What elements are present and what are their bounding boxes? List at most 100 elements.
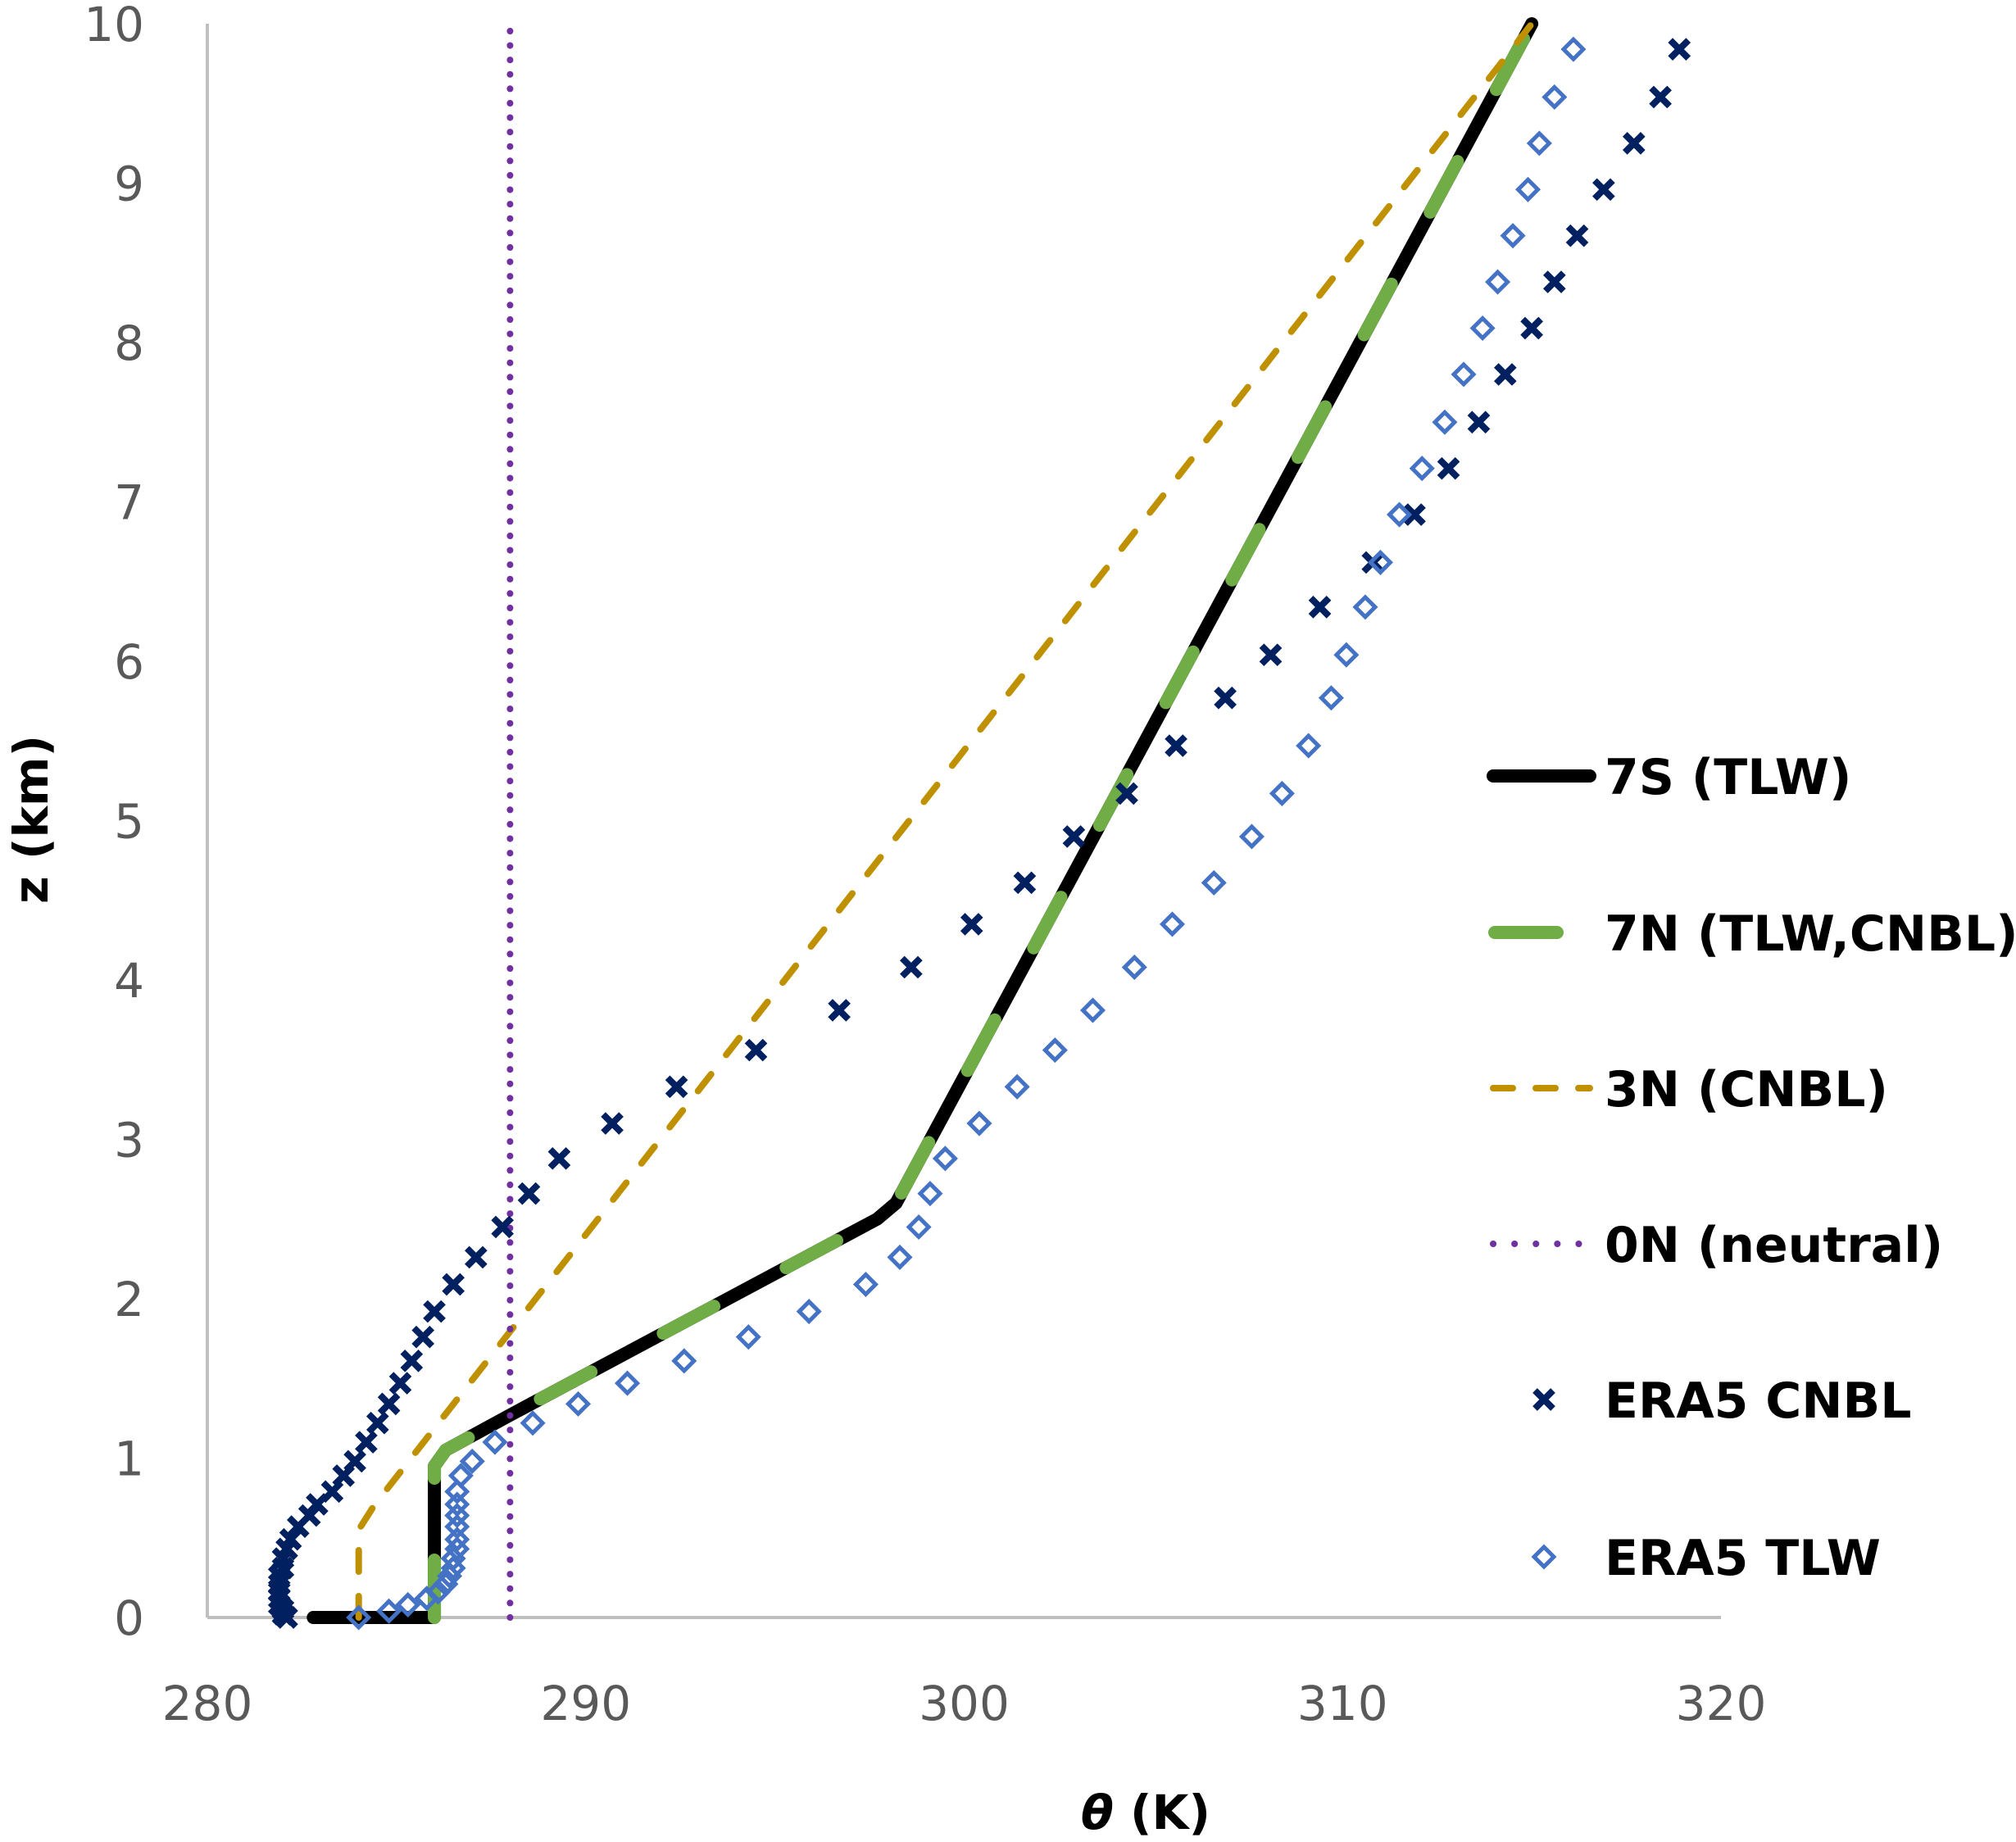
data-point [444,1536,470,1562]
legend-label: 3N (CNBL) [1605,1061,1888,1118]
data-point [1269,780,1295,806]
data-point [275,1606,298,1629]
legend-item-7n-tlw-cnbl: 7N (TLW,CNBL) [1488,905,2016,963]
x-tick-label: 290 [540,1676,631,1731]
data-point [444,1502,470,1529]
data-point [1296,733,1322,759]
data-point [400,1350,424,1372]
data-point [517,1182,541,1205]
data-point [436,1563,463,1589]
data-point [1062,825,1086,848]
data-point [1259,643,1283,667]
y-tick-label: 10 [84,0,144,52]
x-tick-label: 300 [919,1676,1010,1731]
data-point [828,999,851,1022]
data-point [377,1392,401,1416]
legend-item-era5-cnbl: ERA5 CNBL [1532,1372,1911,1430]
data-point [346,1604,372,1631]
data-point [665,1075,688,1099]
x-axis-title-unit: (K) [1114,1785,1210,1840]
series-layer [267,17,1691,1631]
data-point [1432,409,1458,435]
data-point [852,1271,879,1298]
data-point [444,1478,470,1504]
legend-label: ERA5 CNBL [1605,1372,1911,1430]
y-tick-label: 4 [114,953,144,1009]
data-point [547,1147,571,1170]
data-point [366,1411,389,1435]
data-point [671,1348,697,1374]
data-point [917,1181,943,1207]
x-tick-labels: 280 290 300 310 320 [162,1676,1767,1731]
y-tick-label: 9 [114,157,144,212]
data-point [520,1410,546,1436]
series-line [355,20,1536,1621]
data-point [465,1245,488,1269]
data-point [960,913,983,936]
data-point [1526,130,1552,157]
x-tick-label: 320 [1676,1676,1767,1731]
data-point [1437,456,1460,480]
data-point [1514,176,1542,202]
data-point [932,1146,958,1172]
legend-item-era5-tlw: ERA5 TLW [1531,1530,1881,1587]
y-tick-label: 6 [114,634,144,690]
data-point [1403,503,1426,526]
series-7n-tlw-cnbl [428,17,1539,1624]
data-point [1159,911,1185,937]
data-point [1560,36,1587,62]
legend-item-3n-cnbl: 3N (CNBL) [1490,1061,1888,1118]
data-point [796,1299,822,1325]
data-point [411,1325,435,1349]
data-point [966,1110,992,1137]
data-point [1520,316,1543,340]
data-point [1386,501,1413,528]
data-point [286,1515,310,1538]
data-point [1115,782,1138,805]
series-line [306,17,1539,1624]
data-point [1165,734,1187,757]
data-point [1004,1073,1030,1100]
series-era5-tlw [346,36,1587,1631]
data-point [615,1370,641,1396]
data-point [1668,38,1691,61]
data-point [1079,997,1106,1023]
legend-swatch [1531,1544,1557,1570]
legend: 7S (TLW) 7N (TLW,CNBL) 3N (CNBL) 0N (neutra… [1487,749,2016,1587]
data-point [1592,178,1615,202]
data-point [388,1372,412,1395]
legend-label: 0N (neutral) [1605,1217,1943,1274]
x-axis-title: θ (K) [1081,1785,1210,1840]
data-point [442,1273,465,1296]
y-tick-label: 7 [114,475,144,531]
data-point [906,1214,932,1241]
data-point [459,1448,485,1474]
y-tick-label: 0 [114,1590,144,1646]
data-point [423,1300,446,1323]
data-point [376,1598,402,1624]
series-3n-cnbl [355,20,1536,1621]
y-tick-label: 8 [114,315,144,371]
data-point [1333,642,1360,668]
data-point [444,1527,470,1553]
data-point [395,1591,421,1617]
legend-label: 7N (TLW,CNBL) [1605,905,2016,963]
y-tick-label: 3 [114,1113,144,1168]
data-point [1352,594,1378,620]
y-tick-label: 1 [114,1431,144,1487]
data-point [887,1244,913,1270]
data-point [1565,224,1589,247]
data-point [744,1038,768,1062]
legend-item-7s-tlw: 7S (TLW) [1487,749,1851,806]
series-7s-tlw [306,17,1539,1624]
data-point [601,1112,624,1135]
data-point [1542,84,1568,111]
data-point [1469,315,1496,342]
data-point [1308,596,1332,619]
data-point [1493,363,1517,386]
data-point [735,1324,761,1350]
y-tick-label: 5 [114,794,144,850]
data-point [491,1215,514,1239]
data-point [1622,132,1646,155]
data-point [440,1555,466,1581]
